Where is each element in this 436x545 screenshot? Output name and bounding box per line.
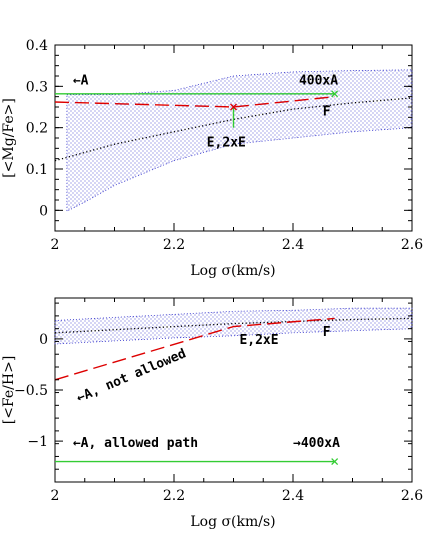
fe-h-marks: 2 2.2 2.4 2.6 −1 −0.5 0 E,2xE F ←A, not allowed ←A… bbox=[14, 298, 423, 504]
fe-h-y-tick-label: −0.5 bbox=[14, 383, 48, 399]
mg-fe-marker-0 bbox=[230, 103, 237, 111]
fe-h-annotation-1: F bbox=[323, 325, 331, 340]
mg-fe-x-tick-label: 2.6 bbox=[401, 237, 423, 253]
mg-fe-series-2 bbox=[54, 96, 335, 108]
fe-h-panel: 2 2.2 2.4 2.6 −1 −0.5 0 E,2xE F ←A, not allowed ←A… bbox=[1, 297, 423, 530]
fe-h-marker-0 bbox=[331, 458, 339, 466]
fe-h-y-axis-title: [<Fe/H>] bbox=[1, 356, 17, 425]
fe-h-annotation-4: →400xA bbox=[293, 436, 340, 451]
mg-fe-y-tick-label: 0 bbox=[39, 203, 48, 219]
fe-h-series-1 bbox=[54, 317, 335, 381]
mg-fe-series-0 bbox=[54, 97, 413, 162]
fe-h-annotation-3: ←A, allowed path bbox=[73, 436, 198, 451]
mg-fe-x-tick-label: 2 bbox=[51, 237, 60, 253]
mg-fe-x-tick-label: 2.2 bbox=[163, 237, 185, 253]
fe-h-y-tick-label: 0 bbox=[39, 332, 48, 348]
mg-fe-y-tick-label: 0.3 bbox=[26, 79, 48, 95]
fe-h-x-tick-label: 2.2 bbox=[163, 488, 185, 504]
mg-fe-annotation-1: 400xA bbox=[299, 73, 338, 88]
fe-h-annotation-0: E,2xE bbox=[239, 333, 278, 348]
mg-fe-annotation-3: E,2xE bbox=[207, 135, 246, 150]
mg-fe-y-tick-label: 0.2 bbox=[26, 121, 48, 137]
mg-fe-x-tick-label: 2.4 bbox=[282, 237, 304, 253]
mg-fe-panel: 2 2.2 2.4 2.6 0 0.1 0.2 0.3 0.4 ←A 400xA F E,2xE Log… bbox=[1, 38, 423, 279]
fe-h-x-axis-title: Log σ(km/s) bbox=[190, 514, 275, 530]
mg-fe-y-tick-label: 0.4 bbox=[26, 38, 48, 54]
mg-fe-scatter-band bbox=[66, 69, 413, 212]
mg-fe-marks: 2 2.2 2.4 2.6 0 0.1 0.2 0.3 0.4 ←A 400xA F E,2xE bbox=[26, 38, 423, 253]
mg-fe-y-axis-title: [<Mg/Fe>] bbox=[1, 98, 17, 178]
mg-fe-annotation-2: F bbox=[323, 104, 331, 119]
mg-fe-x-axis-title: Log σ(km/s) bbox=[190, 263, 275, 279]
fe-h-x-tick-label: 2 bbox=[51, 488, 60, 504]
fe-h-x-tick-label: 2.4 bbox=[282, 488, 304, 504]
fe-h-annotation-2: ←A, not allowed bbox=[75, 346, 189, 406]
fe-h-x-tick-label: 2.6 bbox=[401, 488, 423, 504]
mg-fe-marker-1 bbox=[331, 90, 339, 98]
mg-fe-annotation-0: ←A bbox=[73, 73, 89, 88]
mg-fe-y-tick-label: 0.1 bbox=[26, 162, 48, 178]
fe-h-y-tick-label: −1 bbox=[27, 434, 48, 450]
